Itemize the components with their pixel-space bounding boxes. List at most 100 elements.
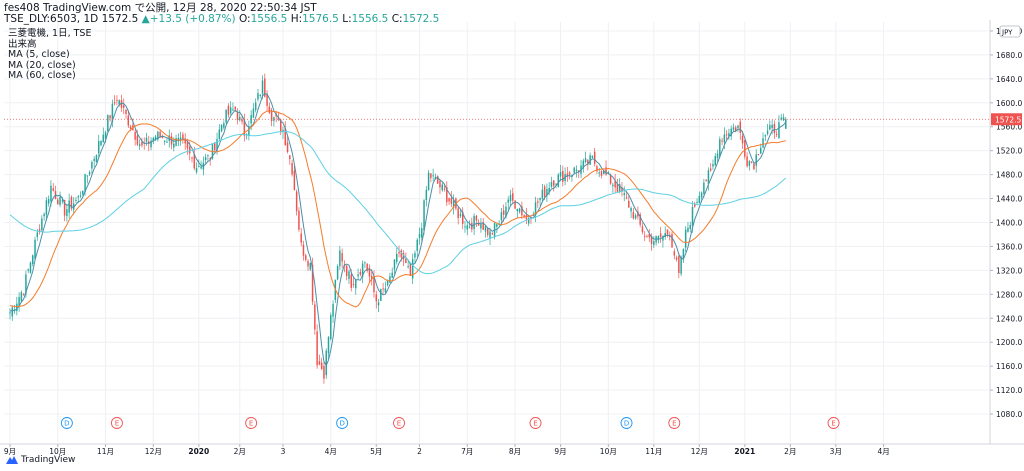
candle-body (364, 262, 366, 264)
candle-body (314, 304, 316, 330)
y-tick-label: 1400.0 (996, 219, 1022, 228)
candle-body (382, 288, 384, 290)
earnings-marker[interactable] (110, 417, 123, 429)
candle-body (432, 175, 434, 177)
candle-body (366, 263, 368, 271)
candle-body (239, 116, 241, 121)
candle-body (737, 125, 739, 129)
y-tick-label: 1600.0 (996, 99, 1022, 108)
candle-body (216, 139, 218, 151)
footer-brand[interactable]: TradingView (6, 455, 75, 465)
candle-body (769, 125, 771, 130)
candle-body (154, 136, 157, 140)
price-change: +13.5 (+0.87%) (149, 13, 236, 25)
candle-body (427, 172, 430, 191)
candle-body (93, 158, 95, 161)
legend-volume[interactable]: 出来高 (8, 38, 37, 50)
time-axis[interactable]: 9月 10月 11月 12月 2020 2月 3 4月 5月 2 7月 8月 9月 10月 11月 12月 20… (4, 444, 890, 456)
currency-badge[interactable] (999, 25, 1021, 38)
candle-body (423, 200, 425, 231)
x-tick-label: 11月 (645, 447, 662, 456)
candle-body (584, 158, 587, 163)
earnings-marker[interactable] (827, 417, 840, 429)
candle-body (418, 234, 421, 238)
candle-body (637, 211, 639, 217)
x-tick-label: 4月 (877, 447, 889, 456)
x-tick-label: 10月 (600, 447, 617, 456)
candle-body (657, 235, 660, 241)
legend-ma60[interactable]: MA (60, close) (8, 70, 76, 82)
candle-body (687, 227, 689, 232)
x-tick-label: 5月 (370, 447, 382, 456)
candle-body (421, 228, 423, 238)
candle-body (32, 255, 34, 265)
candle-body (52, 188, 54, 191)
earnings-marker[interactable] (529, 417, 542, 429)
open-value: 1556.5 (250, 13, 288, 25)
candle-body (61, 200, 64, 202)
candle-body (305, 255, 307, 260)
high-value: 1576.5 (302, 13, 339, 25)
price-axis-bg (990, 20, 1024, 444)
high-label: H: (290, 13, 303, 25)
candle-body (86, 175, 89, 177)
price-axis[interactable]: 1080.0 1120.0 1160.0 1200.0 1240.0 1280.0 1320… (990, 25, 1022, 419)
candle-body (243, 118, 246, 136)
dividend-marker[interactable] (620, 417, 633, 429)
candle-body (691, 206, 694, 226)
candle-body (634, 215, 637, 219)
candle-body (612, 184, 614, 187)
x-tick-label: 12月 (145, 447, 162, 456)
legend-symbol[interactable]: 三菱電機, 1日, TSE (8, 28, 92, 39)
x-tick-label: 2 (417, 447, 422, 456)
earnings-marker[interactable] (668, 417, 681, 429)
legend-ma20[interactable]: MA (20, close) (8, 59, 76, 71)
candle-body (323, 366, 325, 379)
dividend-marker[interactable] (336, 417, 349, 429)
candle-body (548, 187, 550, 193)
candle-body (377, 302, 380, 306)
candle-body (516, 208, 519, 212)
candle-body (370, 275, 373, 280)
candle-body (396, 253, 398, 262)
y-tick-label: 1280.0 (996, 290, 1022, 299)
candle-body (209, 157, 211, 160)
candle-body (684, 229, 687, 248)
candle-body (514, 200, 516, 209)
candle-body (41, 218, 43, 231)
dividend-marker[interactable] (60, 417, 73, 429)
low-value: 1556.5 (351, 13, 389, 25)
candle-body (198, 166, 200, 168)
candle-body (643, 235, 646, 237)
candle-body (482, 222, 484, 230)
candle-body (11, 307, 14, 317)
legend-ma5[interactable]: MA (5, close) (8, 49, 70, 61)
earnings-marker[interactable] (393, 417, 405, 429)
candle-body (587, 160, 589, 165)
candle-body (273, 117, 275, 121)
candle-body (766, 130, 769, 135)
candle-body (709, 168, 712, 171)
candle-body (68, 200, 70, 213)
last-price: 1572.5 (101, 13, 139, 25)
candle-body (753, 163, 755, 170)
candle-body (179, 137, 182, 141)
candle-body (730, 128, 732, 137)
candle-body (200, 166, 202, 169)
candle-body (136, 135, 139, 145)
earnings-marker[interactable] (245, 417, 258, 429)
candle-body (279, 119, 282, 132)
symbol-label[interactable]: TSE_DLY:6503, 1D (4, 13, 99, 25)
candle-body (414, 253, 416, 258)
dividend-marker-label: D (624, 420, 629, 428)
earnings-marker-label: E (533, 420, 537, 428)
ma-line-5 (9, 93, 787, 367)
candle-body (487, 228, 489, 236)
candle-body (441, 184, 443, 191)
candle-body (311, 264, 314, 302)
candle-body (760, 147, 762, 154)
candle-body (214, 143, 216, 151)
ma-line-60 (9, 131, 787, 275)
